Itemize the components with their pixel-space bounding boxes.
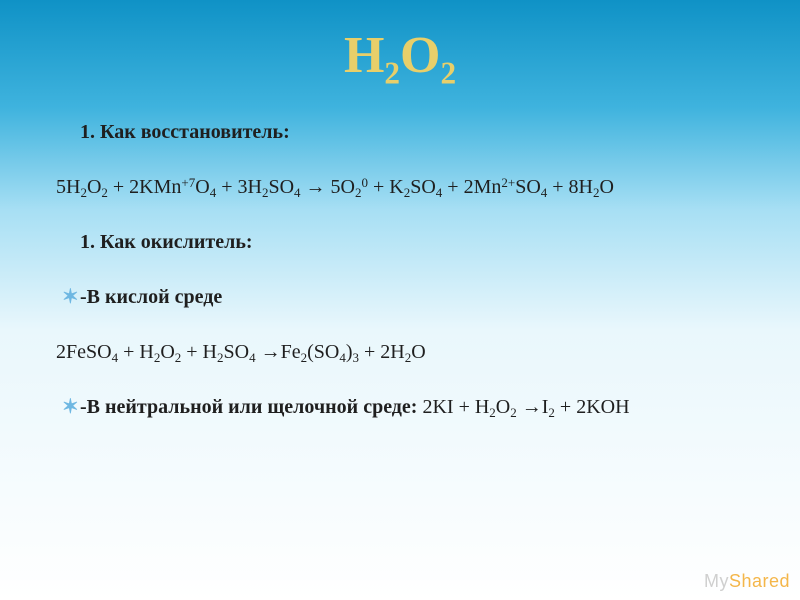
slide: H2O2 1. Как восстановитель: 5Н2О2 + 2KMn… [0, 0, 800, 600]
item-acidic: ✶-В кислой среде [56, 284, 744, 311]
slide-title: H2O2 [56, 26, 744, 85]
label-neutral: -В нейтральной или щелочной среде: [80, 396, 422, 418]
star-icon: ✶ [62, 394, 80, 421]
title-sub1: 2 [384, 55, 400, 90]
equation-3: 2KI + H2O2 →I2 + 2KOH [422, 396, 629, 418]
content: 1. Как восстановитель: 5Н2О2 + 2KMn+7O4 … [56, 119, 744, 421]
watermark-my: My [704, 571, 729, 591]
label-acidic: -В кислой среде [80, 286, 222, 308]
label-reducer: Как восстановитель: [100, 121, 290, 143]
title-sub2: 2 [440, 55, 456, 90]
item-reducer: 1. Как восстановитель: [56, 119, 744, 146]
equation-1: 5Н2О2 + 2KMn+7O4 + 3H2SO4 → 5О20 + K2SO4… [56, 174, 744, 201]
title-o: O [400, 27, 440, 84]
item-neutral-alkaline: ✶-В нейтральной или щелочной среде: 2KI … [56, 394, 744, 421]
num-1: 1. [80, 121, 95, 143]
star-icon: ✶ [62, 284, 80, 311]
equation-2: 2FeSO4 + H2O2 + H2SO4 →Fe2(SO4)3 + 2H2O [56, 339, 744, 366]
watermark: MyShared [704, 571, 790, 592]
num-2: 1. [80, 231, 95, 253]
title-h: H [344, 27, 384, 84]
label-oxidizer: Как окислитель: [100, 231, 253, 253]
watermark-shared: Shared [729, 571, 790, 591]
item-oxidizer: 1. Как окислитель: [56, 229, 744, 256]
